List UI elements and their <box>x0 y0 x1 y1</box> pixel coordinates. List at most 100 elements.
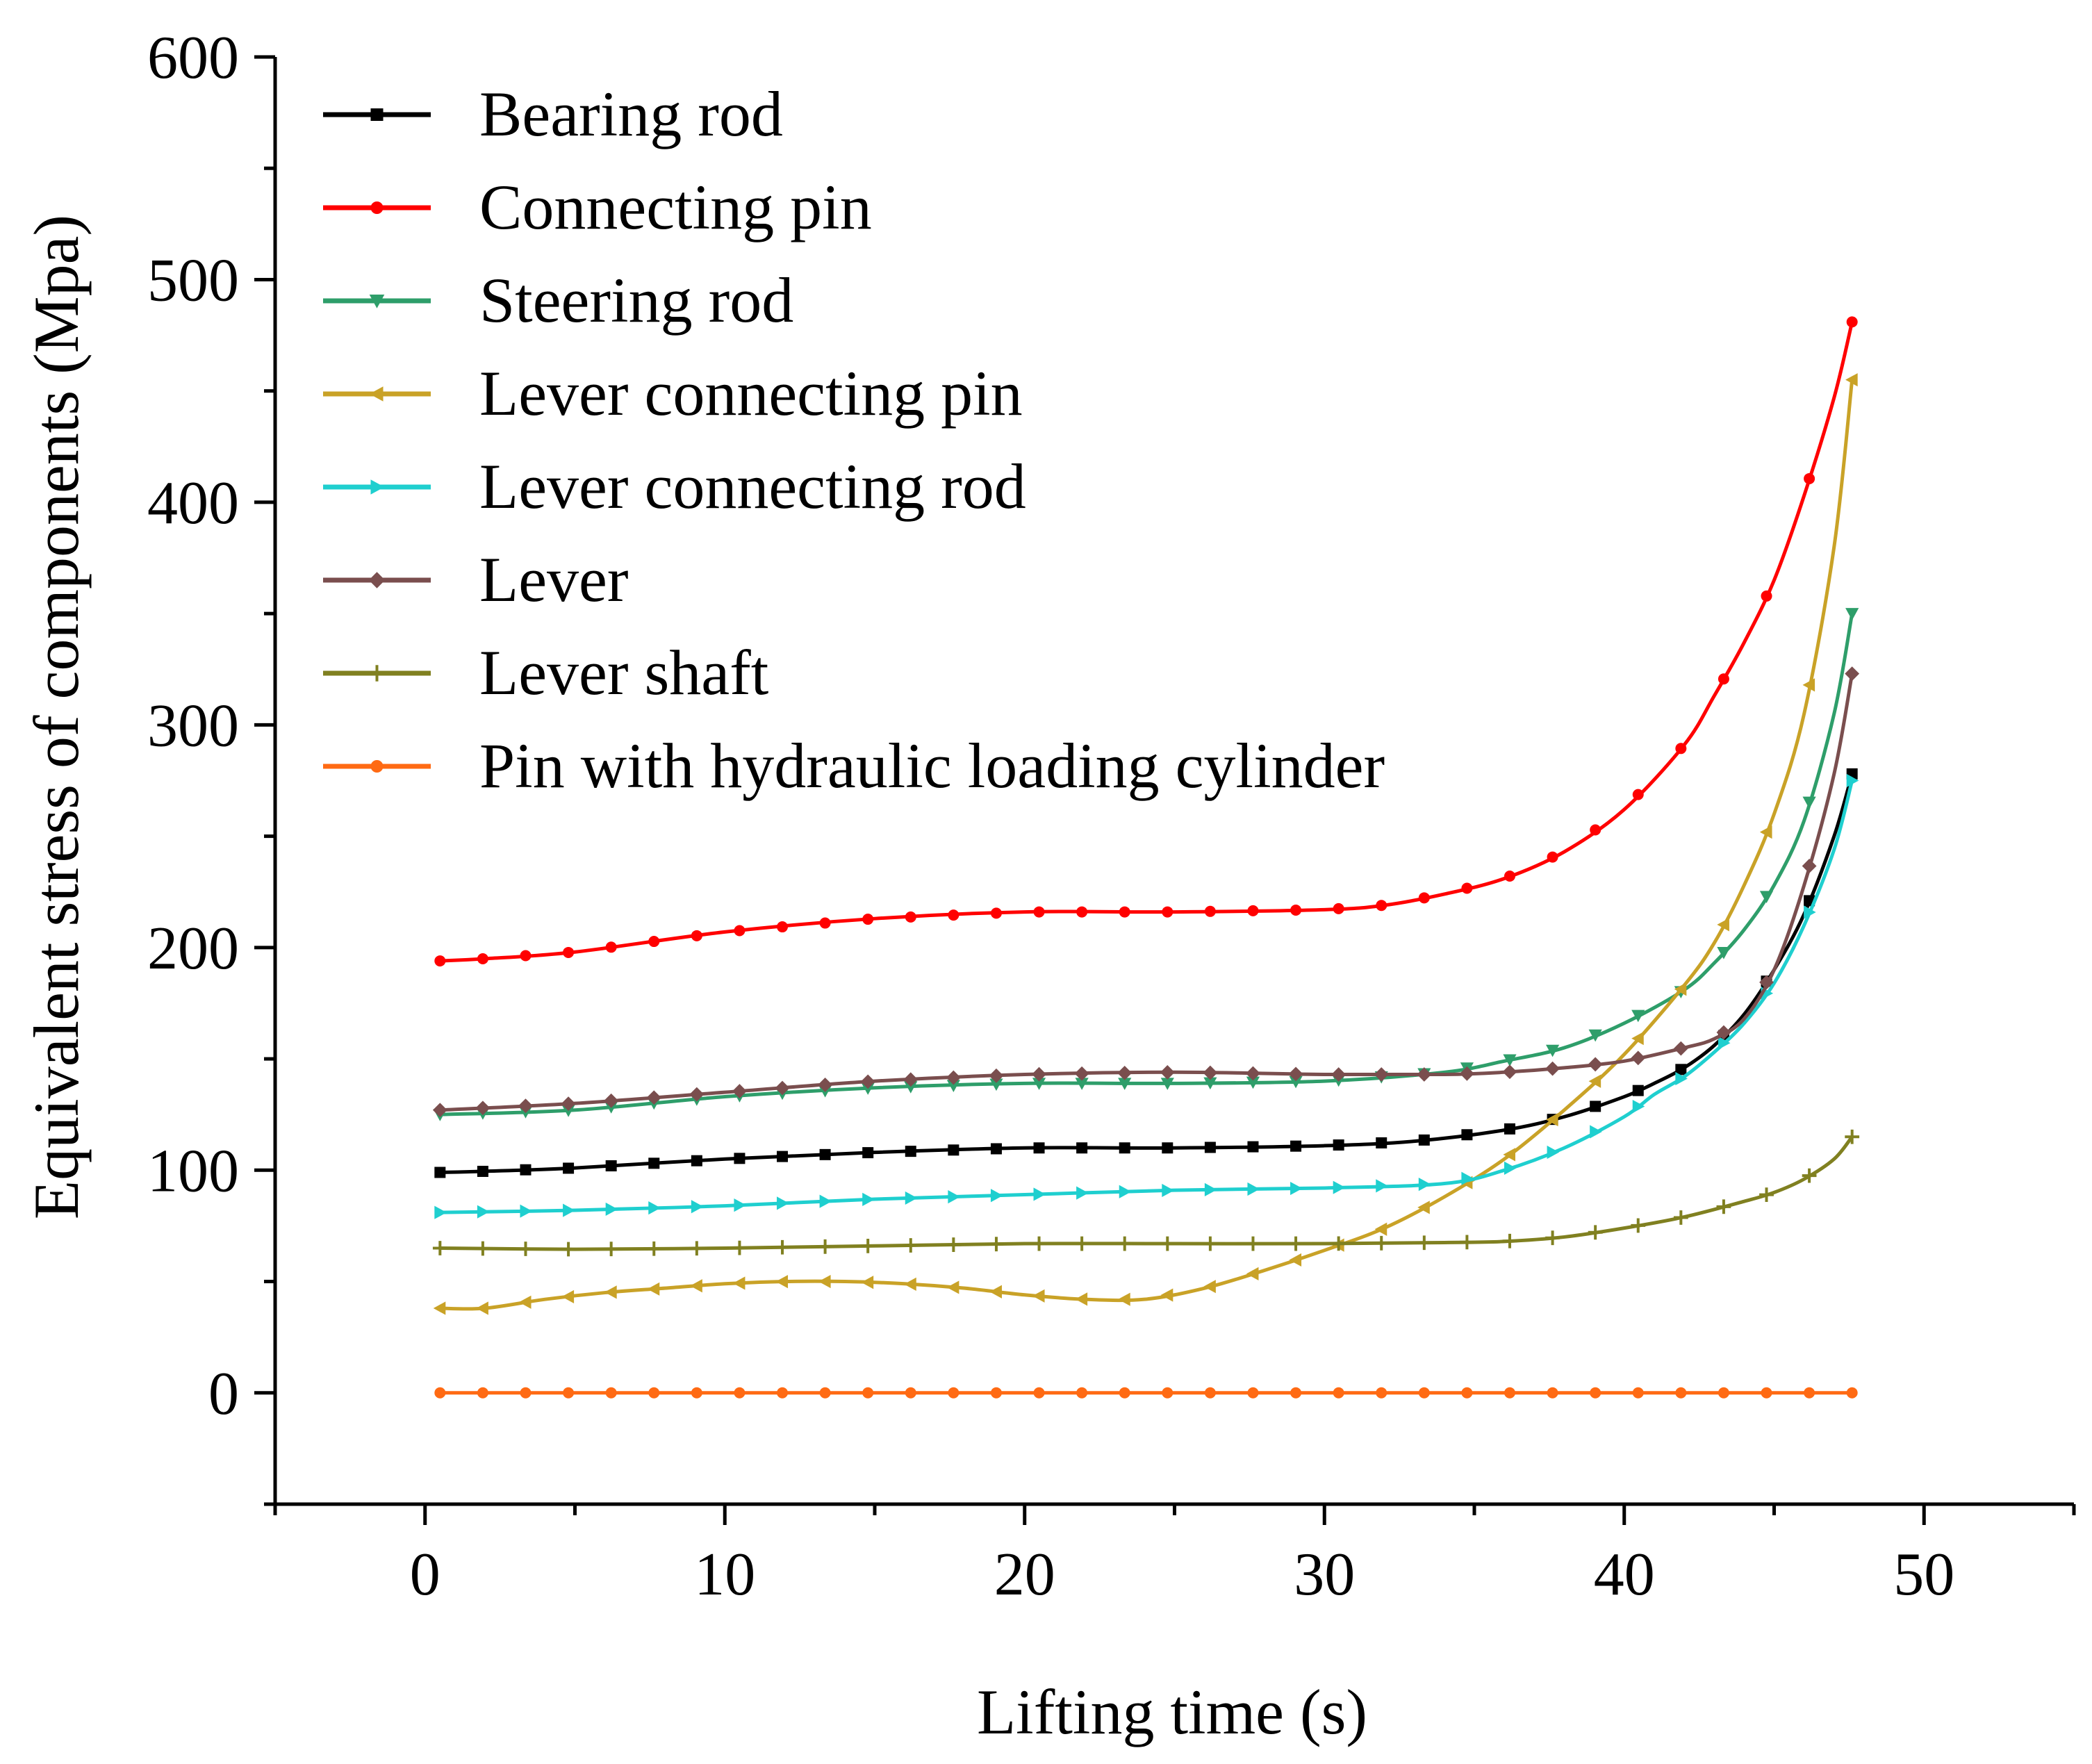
series-marker <box>819 1387 831 1399</box>
series-marker <box>1759 891 1774 904</box>
series-marker <box>1203 1280 1216 1294</box>
series-marker <box>990 1189 1003 1203</box>
series-marker <box>1288 1066 1303 1082</box>
series-marker <box>775 1275 789 1289</box>
series-marker <box>1033 906 1045 918</box>
series-marker <box>1290 1387 1302 1399</box>
legend-label: Lever <box>479 544 629 615</box>
series-marker <box>518 1295 532 1309</box>
series-marker <box>1076 906 1088 918</box>
series-marker <box>604 1242 619 1257</box>
series-marker <box>1545 1112 1558 1127</box>
series-marker <box>561 1289 575 1304</box>
series-marker <box>1718 1036 1731 1050</box>
series-marker <box>691 1387 702 1399</box>
series-marker <box>1032 1078 1046 1090</box>
series-marker <box>818 1274 831 1289</box>
series-marker <box>476 1301 488 1315</box>
series-5 <box>434 773 1859 1219</box>
series-marker <box>1632 1099 1645 1114</box>
series-marker <box>1675 743 1687 755</box>
series-marker <box>1374 1222 1387 1236</box>
series-marker <box>689 1241 705 1256</box>
legend-label: Steering rod <box>479 265 793 336</box>
series-marker <box>1418 1134 1430 1146</box>
legend-marker <box>370 201 384 214</box>
y-tick-label: 0 <box>208 1360 239 1428</box>
series-marker <box>734 1153 746 1164</box>
series-marker <box>904 1277 916 1291</box>
series-marker <box>1247 1141 1259 1153</box>
series-marker <box>520 1387 532 1399</box>
series-marker <box>518 1242 533 1256</box>
legend-item: Pin with hydraulic loading cylinder <box>323 730 1385 801</box>
y-tick-label: 200 <box>147 915 239 982</box>
series-marker <box>989 1237 1004 1252</box>
series-line <box>440 1135 1854 1251</box>
series-8 <box>434 1387 1858 1399</box>
series-marker <box>648 1201 661 1215</box>
series-marker <box>948 1189 960 1204</box>
series-marker <box>1246 1267 1259 1281</box>
y-tick-label: 400 <box>147 470 239 537</box>
x-tick-label: 30 <box>1294 1541 1355 1608</box>
series-marker <box>1588 1057 1603 1072</box>
series-marker <box>1074 1066 1089 1081</box>
series-marker <box>1717 918 1729 932</box>
series-marker <box>1460 1066 1474 1081</box>
series-marker <box>903 1072 919 1087</box>
series-marker <box>1331 1067 1346 1082</box>
series-2 <box>434 316 1858 967</box>
series-marker <box>1461 1387 1473 1399</box>
series-marker <box>1461 882 1473 894</box>
legend-label: Pin with hydraulic loading cylinder <box>479 730 1385 801</box>
series-marker <box>1590 1125 1602 1139</box>
legend-item: Bearing rod <box>323 79 783 149</box>
series-marker <box>1204 905 1216 917</box>
legend: Bearing rod Connecting pin Steering rod Lev… <box>323 79 1385 801</box>
legend-marker <box>370 479 385 495</box>
series-marker <box>1246 1066 1260 1081</box>
series-marker <box>1033 1187 1046 1201</box>
series-marker <box>1503 1148 1515 1162</box>
legend-label: Lever shaft <box>479 637 769 708</box>
series-marker <box>1118 1078 1132 1090</box>
series-marker <box>1418 892 1430 904</box>
y-tick-label: 300 <box>147 692 239 759</box>
x-tick-label: 40 <box>1594 1541 1655 1608</box>
series-marker <box>1545 1044 1560 1057</box>
series-marker <box>1845 608 1859 620</box>
series-marker <box>1845 373 1858 387</box>
series-marker <box>1162 1183 1174 1198</box>
series-marker <box>1290 904 1302 916</box>
series-marker <box>648 936 660 948</box>
series-marker <box>1118 1292 1130 1306</box>
series-marker <box>1588 1225 1603 1240</box>
series-marker <box>1759 1187 1774 1203</box>
series-marker <box>819 917 831 929</box>
series-marker <box>1376 900 1387 912</box>
series-marker <box>520 950 532 962</box>
series-marker <box>1246 1076 1260 1089</box>
series-marker <box>1802 796 1816 809</box>
legend-item: Connecting pin <box>323 172 872 242</box>
series-marker <box>1032 1066 1046 1082</box>
series-marker <box>1374 1067 1389 1082</box>
series-marker <box>1504 1123 1515 1135</box>
series-marker <box>734 1198 747 1212</box>
series-marker <box>1117 1236 1133 1251</box>
series-marker <box>948 1387 959 1399</box>
series-marker <box>990 907 1002 919</box>
y-tick-label: 500 <box>147 247 239 314</box>
series-marker <box>734 925 746 937</box>
series-marker <box>1718 1387 1729 1399</box>
series-6 <box>432 666 1860 1118</box>
series-marker <box>732 1276 746 1290</box>
series-marker <box>1075 1078 1089 1090</box>
series-marker <box>734 1387 746 1399</box>
series-marker <box>1204 1141 1216 1153</box>
series-marker <box>1289 1075 1303 1089</box>
series-marker <box>1331 1236 1346 1251</box>
series-marker <box>1632 1085 1644 1096</box>
